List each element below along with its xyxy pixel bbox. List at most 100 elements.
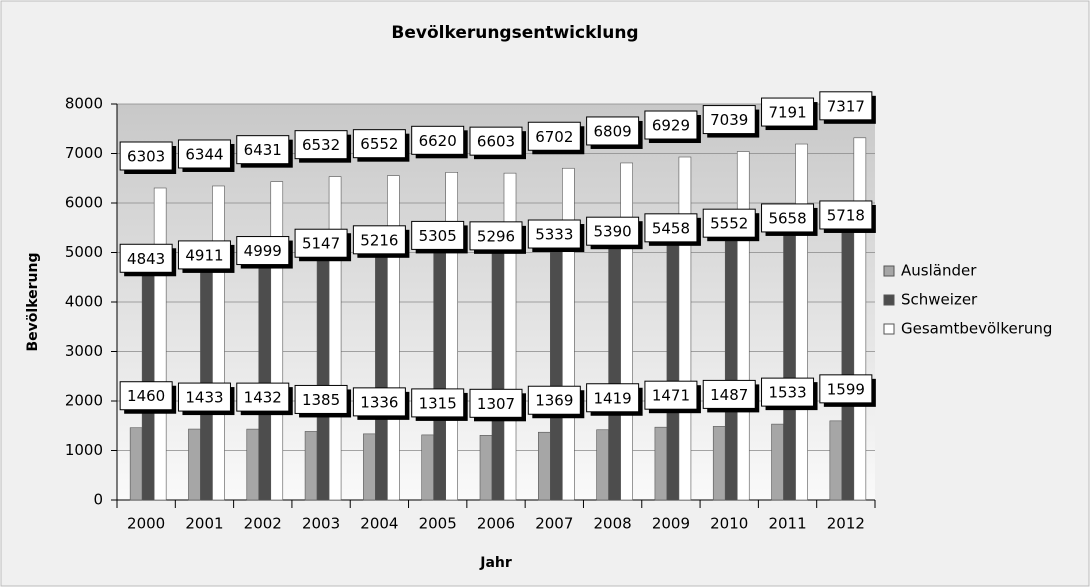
data-label-box bbox=[702, 208, 756, 238]
data-label: 5552 bbox=[710, 215, 748, 233]
data-label: 7191 bbox=[768, 104, 806, 122]
bar bbox=[771, 423, 784, 501]
data-label: 1307 bbox=[477, 395, 515, 413]
data-label-box bbox=[586, 216, 640, 246]
data-label-box bbox=[469, 126, 523, 156]
bar bbox=[258, 252, 272, 501]
bar bbox=[246, 428, 260, 501]
x-tick-label: 2004 bbox=[360, 515, 398, 533]
legend-swatch bbox=[883, 265, 895, 277]
data-label-box bbox=[761, 377, 815, 407]
data-label: 5658 bbox=[768, 209, 806, 227]
y-tick-label: 3000 bbox=[65, 342, 103, 360]
data-label: 5718 bbox=[827, 206, 865, 224]
bar bbox=[654, 426, 668, 501]
data-label-box bbox=[527, 219, 581, 249]
data-label-box bbox=[761, 97, 815, 127]
data-label: 7317 bbox=[827, 97, 865, 115]
data-label: 5458 bbox=[652, 219, 690, 237]
bar bbox=[363, 433, 376, 501]
x-tick-label: 2008 bbox=[594, 515, 632, 533]
data-label: 1460 bbox=[127, 387, 165, 405]
data-label-box bbox=[177, 139, 231, 169]
data-label-box bbox=[236, 236, 290, 266]
data-label: 6809 bbox=[594, 122, 632, 140]
legend-swatch bbox=[883, 294, 895, 306]
y-tick-label: 0 bbox=[93, 491, 103, 509]
data-label-box bbox=[352, 129, 406, 159]
x-tick-label: 2009 bbox=[652, 515, 690, 533]
y-tick-label: 1000 bbox=[65, 441, 103, 459]
bar bbox=[596, 429, 609, 501]
data-label: 6344 bbox=[185, 145, 223, 163]
data-label-box bbox=[236, 382, 290, 412]
y-tick-label: 5000 bbox=[65, 243, 103, 261]
data-label: 6603 bbox=[477, 133, 515, 151]
bar bbox=[491, 237, 505, 501]
data-label: 6431 bbox=[244, 141, 282, 159]
bar bbox=[188, 428, 201, 501]
data-label-box bbox=[236, 135, 290, 165]
y-tick-label: 7000 bbox=[65, 144, 103, 162]
bar bbox=[270, 181, 284, 501]
bar bbox=[724, 224, 738, 501]
data-label: 5216 bbox=[360, 231, 398, 249]
x-tick-label: 2011 bbox=[768, 515, 806, 533]
data-label: 5333 bbox=[535, 226, 573, 244]
x-tick-label: 2007 bbox=[535, 515, 573, 533]
bar bbox=[550, 235, 563, 501]
x-tick-label: 2012 bbox=[827, 515, 865, 533]
bar bbox=[829, 420, 843, 501]
data-label: 1336 bbox=[360, 393, 398, 411]
legend-label: Gesamtbevölkerung bbox=[901, 320, 1052, 338]
bar bbox=[479, 435, 493, 501]
data-label-box bbox=[411, 388, 465, 418]
data-label-box bbox=[411, 125, 465, 155]
y-tick-label: 8000 bbox=[65, 95, 103, 113]
data-label-box bbox=[352, 225, 406, 255]
data-label: 7039 bbox=[710, 111, 748, 129]
data-label: 1419 bbox=[594, 389, 632, 407]
bar bbox=[736, 151, 750, 501]
y-tick-label: 4000 bbox=[65, 293, 103, 311]
data-label: 5390 bbox=[594, 223, 632, 241]
data-label: 1533 bbox=[768, 384, 806, 402]
data-label: 1599 bbox=[827, 380, 865, 398]
x-tick-label: 2005 bbox=[419, 515, 457, 533]
bar bbox=[795, 143, 808, 501]
data-label-box bbox=[352, 387, 406, 417]
bar bbox=[200, 256, 213, 501]
data-label-box bbox=[527, 385, 581, 415]
bar bbox=[375, 241, 388, 501]
bar bbox=[129, 427, 143, 501]
bar bbox=[841, 216, 855, 501]
bar bbox=[153, 187, 167, 501]
data-label: 5305 bbox=[419, 227, 457, 245]
data-label: 1315 bbox=[419, 394, 457, 412]
chart-title: Bevölkerungsentwicklung bbox=[391, 23, 638, 43]
data-label-box bbox=[411, 220, 465, 250]
x-tick-label: 2010 bbox=[710, 515, 748, 533]
y-tick-label: 6000 bbox=[65, 194, 103, 212]
bar bbox=[853, 137, 867, 501]
data-label-box bbox=[586, 383, 640, 413]
data-label-box bbox=[644, 213, 698, 243]
data-label: 1369 bbox=[535, 392, 573, 410]
data-label: 6620 bbox=[419, 132, 457, 150]
data-label: 1432 bbox=[244, 389, 282, 407]
y-tick-label: 2000 bbox=[65, 392, 103, 410]
data-label: 6532 bbox=[302, 136, 340, 154]
data-label-box bbox=[527, 121, 581, 151]
data-label-box bbox=[819, 374, 873, 404]
bar bbox=[666, 229, 680, 501]
legend bbox=[878, 254, 1086, 348]
data-label-box bbox=[761, 203, 815, 233]
bar bbox=[608, 232, 621, 501]
data-label: 1385 bbox=[302, 391, 340, 409]
legend-label: Ausländer bbox=[901, 262, 977, 280]
data-label: 1487 bbox=[710, 386, 748, 404]
bar bbox=[421, 434, 434, 501]
data-label: 6929 bbox=[652, 117, 690, 135]
x-tick-label: 2006 bbox=[477, 515, 515, 533]
